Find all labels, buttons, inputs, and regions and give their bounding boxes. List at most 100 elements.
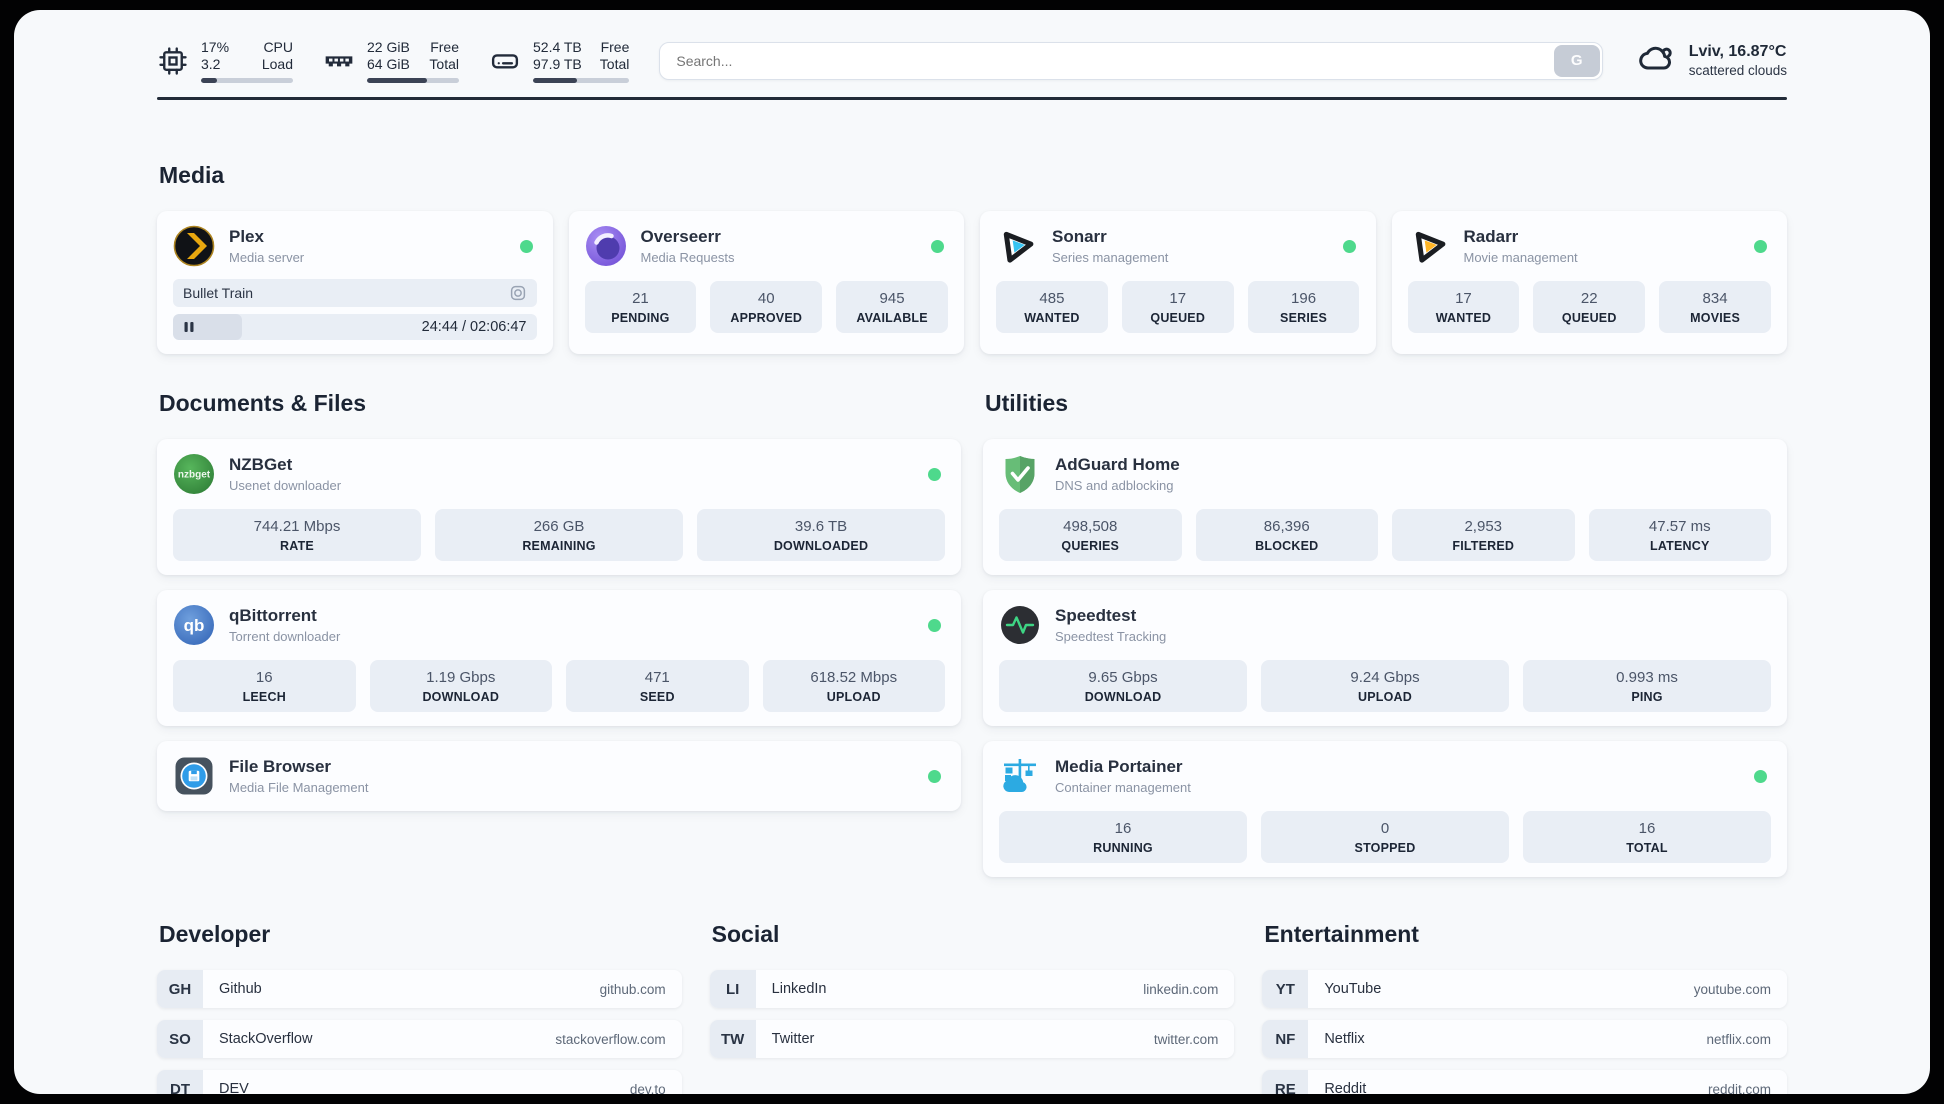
adguard-icon <box>999 453 1041 495</box>
cloud-icon <box>1637 38 1677 83</box>
status-dot <box>1754 769 1767 783</box>
section-utilities: Utilities AdGuard Home DNS and adblockin… <box>983 390 1787 877</box>
service-card-portainer[interactable]: Media Portainer Container management 16 R… <box>983 741 1787 877</box>
radarr-icon <box>1408 225 1450 267</box>
disk-progress-fill <box>533 77 578 83</box>
stat-box: 834 MOVIES <box>1659 281 1771 333</box>
stat-label: Load <box>261 55 293 72</box>
service-title: AdGuard Home <box>1055 455 1180 474</box>
bookmark-url: stackoverflow.com <box>555 1031 666 1047</box>
overseerr-icon <box>585 225 627 267</box>
bookmark-abbr: YT <box>1262 970 1309 1008</box>
disk-icon <box>489 45 521 77</box>
service-card-adguard[interactable]: AdGuard Home DNS and adblocking 498,508 Q… <box>983 439 1787 575</box>
bookmark-twitter[interactable]: TW Twitter twitter.com <box>709 1020 1235 1058</box>
bookmark-abbr: RE <box>1262 1070 1309 1094</box>
view-icon[interactable] <box>509 284 527 302</box>
service-card-overseerr[interactable]: Overseerr Media Requests 21 PENDING 40 APP… <box>568 211 964 354</box>
bookmark-name: LinkedIn <box>771 981 827 997</box>
stat-box: 0.993 ms PING <box>1523 660 1771 712</box>
service-subtitle: DNS and adblocking <box>1055 478 1174 493</box>
plex-icon <box>173 225 215 267</box>
stat-box: 744.21 Mbps RATE <box>173 509 421 561</box>
playback-progress: 24:44 / 02:06:47 <box>173 314 537 340</box>
cpu-progress-fill <box>201 77 217 83</box>
service-title: Plex <box>229 227 264 246</box>
stat-box: 196 SERIES <box>1247 281 1360 333</box>
service-subtitle: Media Requests <box>640 250 735 265</box>
status-dot <box>1342 239 1356 253</box>
service-card-qbittorrent[interactable]: qb qBittorrent Torrent downloader 16 LEEC… <box>157 590 961 726</box>
stat-value: 17% <box>201 38 230 55</box>
memory-progress-fill <box>367 77 427 83</box>
speedtest-icon <box>999 604 1041 646</box>
bookmark-stackoverflow[interactable]: SO StackOverflow stackoverflow.com <box>157 1020 682 1058</box>
stat-box: 16 LEECH <box>173 660 356 712</box>
stat-box: 16 RUNNING <box>999 811 1247 863</box>
service-title: qBittorrent <box>229 606 317 625</box>
search-input[interactable] <box>659 41 1603 80</box>
bookmark-name: Twitter <box>771 1031 815 1047</box>
status-dot <box>931 239 944 253</box>
bookmark-name: DEV <box>219 1081 249 1094</box>
service-card-plex[interactable]: Plex Media server Bullet Train <box>157 211 553 354</box>
bookmark-abbr: GH <box>157 970 203 1008</box>
service-subtitle: Media File Management <box>229 780 369 795</box>
stat-box: 0 STOPPED <box>1261 811 1509 863</box>
search-engine-button[interactable]: G <box>1553 44 1600 77</box>
qbittorrent-icon: qb <box>173 604 215 646</box>
stat-label: CPU <box>263 38 293 55</box>
bookmark-name: StackOverflow <box>219 1031 313 1047</box>
bookmark-linkedin[interactable]: LI LinkedIn linkedin.com <box>709 970 1235 1008</box>
bookmark-reddit[interactable]: RE Reddit reddit.com <box>1262 1070 1787 1094</box>
bookmark-name: YouTube <box>1324 981 1382 997</box>
bookmark-abbr: LI <box>709 970 756 1008</box>
stat-box: 21 PENDING <box>584 281 697 333</box>
section-heading-documents: Documents & Files <box>159 390 367 416</box>
top-bar: 17% CPU 3.2 Load 22 GiB Free 64 G <box>157 38 1787 83</box>
stat-value: 64 GiB <box>367 55 410 72</box>
bookmark-url: github.com <box>599 981 666 997</box>
section-heading-developer: Developer <box>159 921 271 947</box>
bookmark-youtube[interactable]: YT YouTube youtube.com <box>1262 970 1787 1008</box>
stat-label: Free <box>600 38 630 55</box>
weather-condition: scattered clouds <box>1688 63 1787 78</box>
bookmark-netflix[interactable]: NF Netflix netflix.com <box>1262 1020 1787 1058</box>
status-dot <box>928 769 941 783</box>
bookmark-url: twitter.com <box>1153 1031 1219 1047</box>
filebrowser-icon <box>173 755 215 797</box>
bookmark-dev[interactable]: DT DEV dev.to <box>157 1070 682 1094</box>
stat-box: 498,508 QUERIES <box>999 509 1182 561</box>
stat-box: 618.52 Mbps UPLOAD <box>762 660 945 712</box>
bookmark-url: linkedin.com <box>1143 981 1219 997</box>
service-card-filebrowser[interactable]: File Browser Media File Management <box>157 741 961 811</box>
service-subtitle: Media server <box>229 250 305 265</box>
service-title: File Browser <box>229 757 332 776</box>
service-subtitle: Torrent downloader <box>229 629 341 644</box>
weather-widget: Lviv, 16.87°C scattered clouds <box>1637 38 1787 83</box>
memory-progress-bar <box>367 77 459 83</box>
now-playing-title: Bullet Train <box>183 285 254 301</box>
service-card-nzbget[interactable]: nzbget NZBGet Usenet downloader 744.21 M… <box>157 439 961 575</box>
playback-time: 24:44 / 02:06:47 <box>421 319 527 335</box>
service-card-speedtest[interactable]: Speedtest Speedtest Tracking 9.65 Gbps DO… <box>983 590 1787 726</box>
service-title: NZBGet <box>229 455 293 474</box>
service-subtitle: Series management <box>1052 250 1169 265</box>
service-card-sonarr[interactable]: Sonarr Series management 485 WANTED 17 QUE… <box>980 211 1376 354</box>
portainer-icon <box>999 755 1041 797</box>
bookmark-abbr: TW <box>709 1020 756 1058</box>
header-divider <box>157 97 1787 100</box>
svg-text:nzbget: nzbget <box>178 470 211 481</box>
stat-box: 945 AVAILABLE <box>836 281 948 333</box>
service-subtitle: Usenet downloader <box>229 478 342 493</box>
service-card-radarr[interactable]: Radarr Movie management 17 WANTED 22 QUEUE… <box>1391 211 1787 354</box>
ram-icon <box>323 45 355 77</box>
stat-box: 2,953 FILTERED <box>1392 509 1575 561</box>
pause-icon[interactable] <box>183 321 195 333</box>
bookmark-github[interactable]: GH Github github.com <box>157 970 682 1008</box>
section-documents: Documents & Files nzbget NZBGet Usenet d… <box>157 390 961 811</box>
sonarr-icon <box>996 225 1038 267</box>
bookmark-group-entertainment: Entertainment YT YouTube youtube.com NF … <box>1262 921 1787 1094</box>
bookmark-group-developer: Developer GH Github github.com SO StackO… <box>157 921 682 1094</box>
